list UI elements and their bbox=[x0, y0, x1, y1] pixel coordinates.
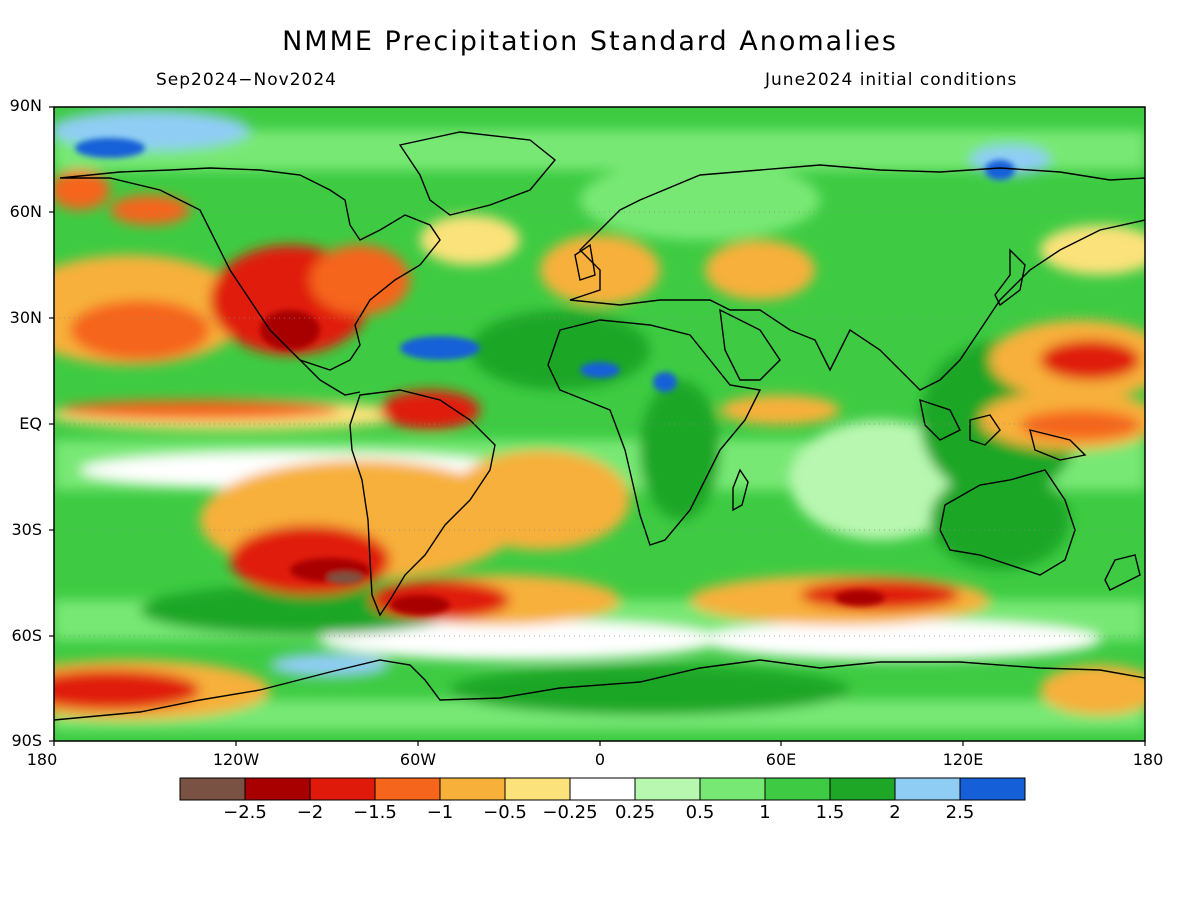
lat-label-eq: EQ bbox=[19, 414, 42, 433]
lon-label-60e: 60E bbox=[765, 750, 797, 769]
colorbar-swatch bbox=[634, 777, 701, 801]
colorbar-swatch bbox=[439, 777, 506, 801]
colorbar-label: −0.25 bbox=[542, 802, 598, 823]
map-title: NMME Precipitation Standard Anomalies bbox=[282, 26, 898, 57]
lon-label-120w: 120W bbox=[212, 750, 260, 769]
colorbar bbox=[179, 777, 1026, 801]
lon-label-180w: 180 bbox=[26, 750, 58, 769]
lat-label-30n: 30N bbox=[9, 308, 42, 327]
colorbar-label: −2.5 bbox=[223, 802, 267, 823]
lat-label-90n: 90N bbox=[9, 96, 42, 115]
colorbar-swatch bbox=[309, 777, 376, 801]
lat-label-60s: 60S bbox=[11, 626, 42, 645]
colorbar-label: −1.5 bbox=[353, 802, 397, 823]
colorbar-swatch bbox=[244, 777, 311, 801]
axis-ticks bbox=[49, 106, 1146, 746]
lat-gridlines bbox=[54, 211, 1145, 637]
lat-label-90s: 90S bbox=[11, 731, 42, 750]
colorbar-label: 1 bbox=[759, 802, 771, 823]
anomaly-field bbox=[54, 107, 1145, 741]
colorbar-label: −2 bbox=[296, 802, 324, 823]
colorbar-swatch bbox=[959, 777, 1026, 801]
colorbar-swatch bbox=[829, 777, 896, 801]
colorbar-label: 0.5 bbox=[685, 802, 715, 823]
colorbar-label: −1 bbox=[426, 802, 454, 823]
colorbar-swatch bbox=[764, 777, 831, 801]
lon-label-0: 0 bbox=[594, 750, 606, 769]
initial-conditions: June2024 initial conditions bbox=[765, 70, 1018, 90]
colorbar-swatch bbox=[179, 777, 246, 801]
forecast-period: Sep2024−Nov2024 bbox=[156, 70, 337, 90]
colorbar-label: 1.5 bbox=[815, 802, 845, 823]
colorbar-label: 2 bbox=[889, 802, 901, 823]
colorbar-swatch bbox=[504, 777, 571, 801]
colorbar-label: 2.5 bbox=[945, 802, 975, 823]
lon-label-60w: 60W bbox=[399, 750, 437, 769]
lon-label-120e: 120E bbox=[942, 750, 984, 769]
colorbar-swatch bbox=[569, 777, 636, 801]
lon-label-180e: 180 bbox=[1132, 750, 1164, 769]
colorbar-label: 0.25 bbox=[614, 802, 656, 823]
colorbar-swatch bbox=[699, 777, 766, 801]
lat-label-60n: 60N bbox=[9, 202, 42, 221]
colorbar-swatch bbox=[894, 777, 961, 801]
colorbar-label: −0.5 bbox=[483, 802, 527, 823]
lat-label-30s: 30S bbox=[11, 520, 42, 539]
colorbar-swatch bbox=[374, 777, 441, 801]
coastlines bbox=[54, 131, 1145, 721]
